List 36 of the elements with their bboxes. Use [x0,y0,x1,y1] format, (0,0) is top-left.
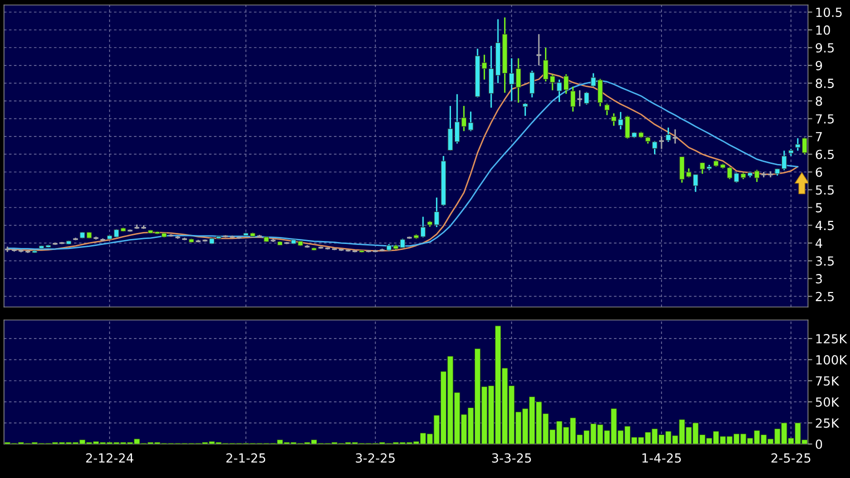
y-tick-label: 3 [816,274,822,284]
y-tick-label: 2.5 [816,292,834,302]
y-tick-label: 75K [816,376,840,386]
y-tick-label: 0 [816,439,822,449]
candlestick [658,136,665,150]
y-tick-label: 8.5 [816,78,834,88]
candlestick [666,126,671,142]
y-tick-label: 100K [816,355,848,365]
y-tick-label: 125K [816,334,848,344]
y-tick-label: 3.5 [816,256,834,266]
x-tick-label: 2-5-25 [771,453,810,463]
y-tick-label: 9.5 [816,43,834,53]
candlestick [584,91,590,106]
y-tick-label: 8 [816,96,822,106]
y-tick-label: 10.5 [816,8,842,18]
x-tick-label: 2-12-24 [86,453,134,463]
x-tick-label: 3-3-25 [492,453,531,463]
y-tick-label: 6 [816,167,822,177]
y-tick-label: 7.5 [816,114,834,124]
y-tick-label: 7 [816,132,822,142]
candlestick [529,70,535,98]
y-tick-label: 6.5 [816,150,834,160]
y-tick-label: 25K [816,418,840,428]
y-tick-label: 4.5 [816,220,834,230]
x-tick-label: 2-1-25 [226,453,266,463]
y-tick-label: 5 [816,203,822,212]
y-tick-label: 10 [816,25,830,35]
y-tick-label: 50K [816,397,840,407]
y-tick-label: 5.5 [816,185,834,195]
x-tick-label: 1-4-25 [642,453,681,463]
y-tick-label: 9 [816,60,822,70]
x-tick-label: 3-2-25 [356,453,395,463]
y-tick-label: 4 [816,238,822,248]
candlestick [570,86,576,112]
candlestick [522,102,528,117]
candlestick [604,103,610,116]
